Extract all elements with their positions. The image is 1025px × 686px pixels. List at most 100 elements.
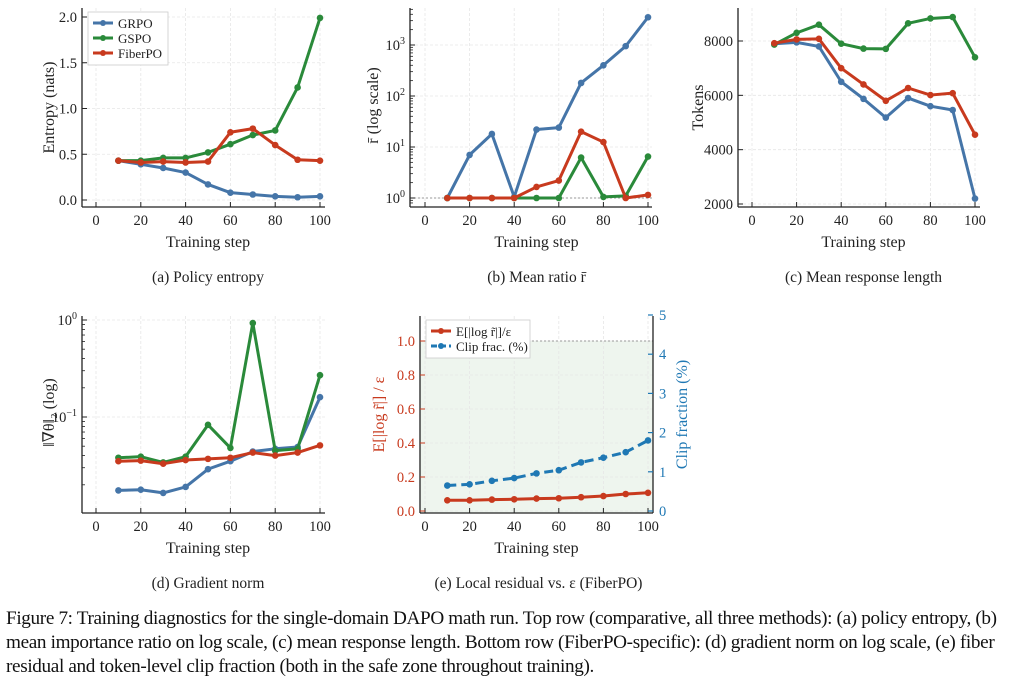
data-point (271, 193, 279, 200)
legend-label: Clip frac. (%) (456, 339, 528, 354)
x-tick-label: 20 (462, 519, 477, 535)
data-point (644, 489, 652, 497)
data-point (249, 449, 257, 456)
y-tick-label: 1.0 (397, 334, 415, 350)
series-line (118, 396, 322, 495)
x-tick-label: 60 (552, 213, 567, 229)
y-tick-label: 2.0 (59, 10, 77, 26)
data-point (577, 154, 585, 161)
data-point (555, 494, 563, 502)
x-tick-label: 60 (223, 213, 238, 229)
data-point (600, 193, 607, 201)
legend-marker (438, 328, 444, 334)
data-point (182, 169, 189, 176)
data-point (622, 490, 629, 498)
data-point (137, 457, 145, 464)
data-point (466, 194, 473, 202)
y-tick-label: 101 (386, 138, 406, 156)
data-point (555, 177, 563, 184)
x-tick-label: 80 (268, 519, 283, 535)
data-point (815, 21, 823, 29)
series-fiberpo (771, 35, 979, 139)
y-right-tick-label: 1 (659, 465, 666, 481)
y-tick-label: 8000 (704, 34, 733, 50)
data-point (904, 84, 912, 92)
subcaption: (a) Policy entropy (152, 269, 264, 286)
y-axis-label: Tokens (690, 85, 707, 131)
data-point (159, 158, 167, 165)
data-point (316, 193, 324, 200)
data-point (316, 442, 324, 449)
data-point (600, 492, 607, 500)
series-fiberpo (444, 128, 652, 202)
legend-label: GSPO (118, 31, 151, 46)
data-point (294, 193, 301, 201)
x-tick-label: 40 (834, 213, 849, 229)
x-axis-label: Training step (166, 540, 250, 557)
series-gspo (444, 153, 652, 202)
legend-marker (438, 343, 444, 349)
x-tick-label: 100 (309, 519, 331, 535)
data-point (182, 159, 189, 166)
y-tick-label: 0.0 (59, 193, 77, 209)
y-tick-label: 4000 (704, 143, 733, 159)
data-point (115, 487, 122, 494)
series-grpo (115, 393, 324, 497)
y-tick-label: 100 (58, 311, 78, 329)
data-point (444, 194, 451, 202)
data-point (204, 149, 212, 156)
data-point (533, 470, 540, 477)
data-point (622, 448, 629, 456)
y-tick-label: 102 (386, 87, 406, 105)
data-point (115, 457, 122, 465)
x-tick-label: 40 (178, 213, 193, 229)
x-tick-label: 0 (92, 519, 99, 535)
y-tick-label: 6000 (704, 88, 733, 104)
data-point (533, 495, 540, 502)
data-point (204, 421, 212, 429)
series-line (447, 439, 649, 488)
series-line (118, 321, 322, 464)
data-point (837, 78, 845, 86)
x-tick-label: 60 (879, 213, 894, 229)
data-point (533, 126, 540, 133)
series-line (447, 130, 649, 200)
data-point (444, 496, 451, 504)
subcaption: (e) Local residual vs. ε (FiberPO) (435, 575, 643, 592)
x-tick-label: 0 (421, 519, 428, 535)
y-tick-label: 2000 (704, 197, 733, 213)
data-point (577, 493, 585, 501)
x-tick-label: 20 (462, 213, 477, 229)
data-point (815, 43, 823, 50)
x-tick-label: 60 (223, 519, 238, 535)
data-point (577, 128, 585, 135)
series-line (118, 443, 321, 466)
series-line (447, 491, 649, 502)
chart-panel-a: 0 20 40 60 80 100 0.0 0.5 1.0 1.5 2.0 Training step… (41, 8, 331, 286)
series-line (118, 159, 321, 199)
data-point (466, 481, 473, 488)
y-tick-label: 0.5 (59, 147, 77, 163)
data-point (949, 89, 956, 97)
data-point (971, 195, 979, 202)
data-point (182, 154, 189, 162)
legend-label: GRPO (118, 16, 153, 31)
x-tick-label: 100 (309, 213, 331, 229)
series-grpo (444, 13, 652, 202)
data-point (159, 164, 167, 172)
data-point (182, 483, 189, 491)
data-point (466, 496, 473, 504)
data-point (182, 456, 189, 464)
data-point (971, 131, 979, 139)
data-point (904, 20, 912, 27)
data-point (159, 460, 167, 468)
data-point (204, 455, 212, 463)
data-point (793, 29, 800, 37)
data-point (137, 159, 145, 166)
y-tick-label: 1.0 (59, 102, 77, 118)
series-grpo (771, 39, 979, 202)
x-axis-label: Training step (494, 234, 578, 251)
data-point (510, 495, 518, 503)
y-tick-label: 100 (386, 189, 406, 207)
y-tick-label: 1.5 (59, 56, 77, 72)
